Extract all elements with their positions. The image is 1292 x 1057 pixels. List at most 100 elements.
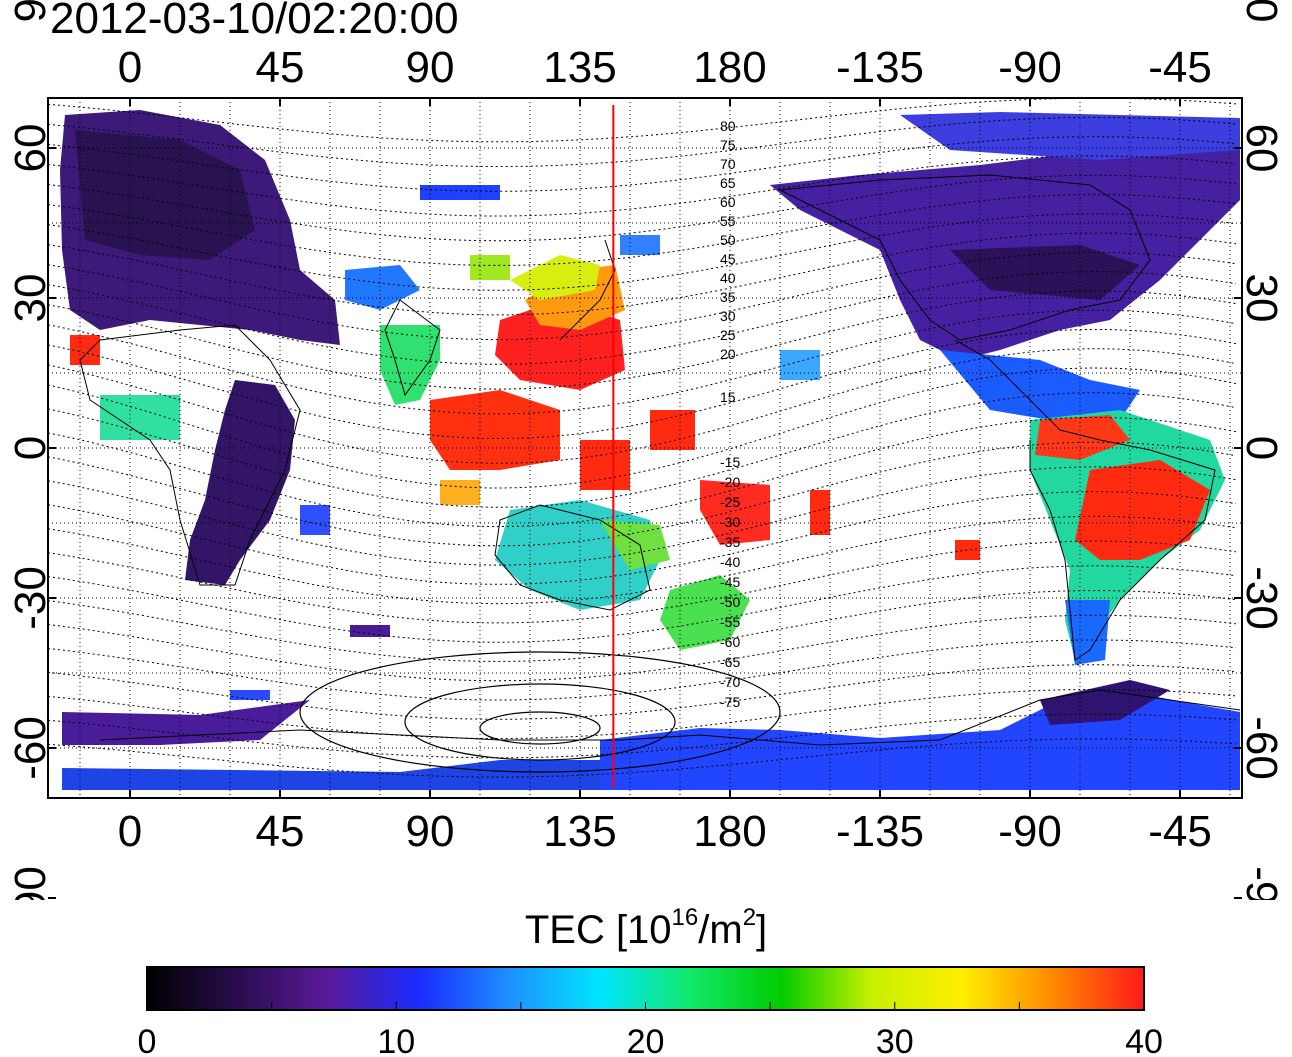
contour-label: -65 [720, 654, 740, 670]
contour-label: 70 [720, 156, 736, 172]
lon-label-top: 45 [256, 43, 305, 92]
lon-label-top: 135 [543, 43, 616, 92]
contour-label: 15 [720, 389, 736, 405]
contour-line [48, 136, 1237, 192]
contour-line [48, 417, 1237, 527]
southern-contours [299, 651, 781, 773]
tec-region-nz [660, 575, 750, 650]
contour-label: -15 [720, 454, 740, 470]
contour-line [48, 367, 1237, 489]
contour-label: 80 [720, 118, 736, 134]
tec-region-north-america [770, 130, 1240, 360]
lon-label-bottom: -135 [836, 807, 924, 856]
tec-region-japan-orange [525, 265, 625, 330]
contour-line [48, 515, 1237, 605]
contour-label: 40 [720, 270, 736, 286]
timestamp-title: 2012-03-10/02:20:00 [50, 0, 459, 43]
lat-label-right: 30 [1237, 274, 1286, 323]
lon-label-bottom: 135 [543, 807, 616, 856]
contour-label: 75 [720, 137, 736, 153]
lat-axis-right: 90 60 30 0 -30 -60 -90 [1237, 0, 1286, 900]
tec-region-antarctic-west [62, 760, 600, 790]
magnetic-contours [48, 98, 1237, 778]
contour-line [48, 713, 1237, 759]
contour-label: -70 [720, 674, 740, 690]
lat-label-right: -60 [1237, 716, 1286, 780]
tec-data-layer [60, 110, 1240, 790]
lat-label-right: 90 [1237, 0, 1286, 22]
contour-line [48, 251, 1237, 341]
contour-line [48, 614, 1237, 682]
lon-axis-top: 0 45 90 135 180 -135 -90 -45 [118, 43, 1212, 92]
colorbar-title: TEC [1016/m2] [524, 904, 768, 952]
contour-line [48, 441, 1237, 547]
tec-region-mideast [345, 265, 420, 310]
coastline-outlines [79, 174, 1241, 746]
lon-label-bottom: -90 [998, 807, 1062, 856]
lat-label-right: 0 [1237, 436, 1286, 460]
tec-region-south-purple [62, 700, 310, 745]
contour-line [48, 491, 1237, 585]
contour-label: -50 [720, 594, 740, 610]
contour-line [48, 664, 1237, 720]
lat-label-right: -90 [1237, 866, 1286, 900]
contour-line [48, 117, 1237, 167]
contour-line [48, 232, 1237, 316]
lat-lon-grid [48, 98, 1242, 798]
contour-label: -35 [720, 534, 740, 550]
contour-labels: 80 75 70 65 60 55 50 45 40 35 30 25 20 15 -15 -20 -25 -30… [720, 118, 740, 710]
lat-label-right: -30 [1237, 566, 1286, 630]
lat-label-left: 30 [6, 274, 55, 323]
contour-line [48, 738, 1237, 778]
tec-region-australia-east [600, 520, 670, 570]
colorbar-tick-label: 40 [1125, 1023, 1163, 1057]
contour-line [48, 540, 1237, 624]
contour-label: -45 [720, 574, 740, 590]
contour-line [48, 639, 1237, 701]
lat-axis-left: 90 60 30 0 -30 -60 -90 [6, 0, 55, 900]
tec-region-antarctic-dark [1040, 680, 1170, 725]
lon-label-top: 90 [406, 43, 455, 92]
colorbar-tick-label: 10 [377, 1023, 415, 1057]
contour-line [48, 348, 1237, 464]
contour-label: 20 [720, 346, 736, 362]
tec-region-northasia-yellow [510, 255, 600, 300]
tec-region-arctic-america [900, 112, 1240, 160]
lat-label-left: 90 [6, 0, 55, 22]
contour-label: -60 [720, 634, 740, 650]
lat-label-left: 0 [6, 436, 55, 460]
contour-label: -40 [720, 554, 740, 570]
lon-label-top: 0 [118, 43, 142, 92]
contour-label: -75 [720, 694, 740, 710]
contour-label: 55 [720, 213, 736, 229]
contour-label: -25 [720, 494, 740, 510]
axis-ticks [48, 98, 1242, 899]
lon-label-bottom: 180 [693, 807, 766, 856]
contour-line [48, 174, 1237, 242]
tec-region-pacific-red [700, 480, 770, 545]
lon-label-top: -45 [1148, 43, 1212, 92]
contour-line [48, 309, 1237, 415]
colorbar-tick-label: 30 [876, 1023, 914, 1057]
tec-region-amazon [1035, 415, 1130, 460]
contour-label: -30 [720, 514, 740, 530]
tec-region-seasia [430, 390, 560, 470]
lon-label-top: -90 [998, 43, 1062, 92]
contour-label: 30 [720, 308, 736, 324]
colorbar: 0 10 20 30 40 [138, 966, 1163, 1057]
lon-label-top: -135 [836, 43, 924, 92]
lat-label-left: 60 [6, 124, 55, 173]
contour-label: 45 [720, 251, 736, 267]
contour-line [48, 271, 1237, 365]
contour-line [48, 155, 1237, 217]
colorbar-ticks [146, 1002, 1145, 1010]
contour-label: -20 [720, 474, 740, 490]
contour-line [48, 689, 1237, 739]
contour-line [48, 590, 1237, 662]
contour-label: -55 [720, 614, 740, 630]
contour-line [48, 194, 1237, 266]
tec-region-central-america [940, 350, 1140, 420]
lon-label-bottom: 45 [256, 807, 305, 856]
lon-label-bottom: 90 [406, 807, 455, 856]
contour-label: 60 [720, 194, 736, 210]
